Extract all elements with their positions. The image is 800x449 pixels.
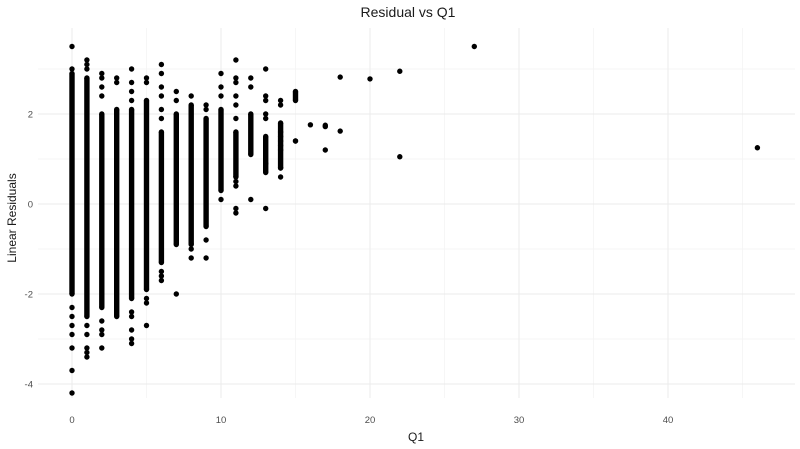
x-tick-label: 20: [365, 415, 376, 426]
x-tick-label: 30: [514, 415, 525, 426]
data-points: [69, 43, 761, 396]
y-tick-label: -4: [25, 380, 33, 391]
y-tick-label: 2: [28, 110, 33, 121]
tick-labels: 0 10 20 30 40 -4 -2 0 2: [25, 110, 674, 427]
x-tick-label: 10: [216, 415, 227, 426]
x-tick-label: 40: [663, 415, 674, 426]
x-tick-label: 0: [69, 415, 74, 426]
y-tick-label: 0: [28, 200, 33, 211]
y-tick-label: -2: [25, 290, 33, 301]
chart-title: Residual vs Q1: [361, 4, 456, 20]
grid-lines: [38, 28, 795, 398]
y-axis-title: Linear Residuals: [5, 173, 19, 262]
x-axis-title: Q1: [408, 430, 424, 444]
